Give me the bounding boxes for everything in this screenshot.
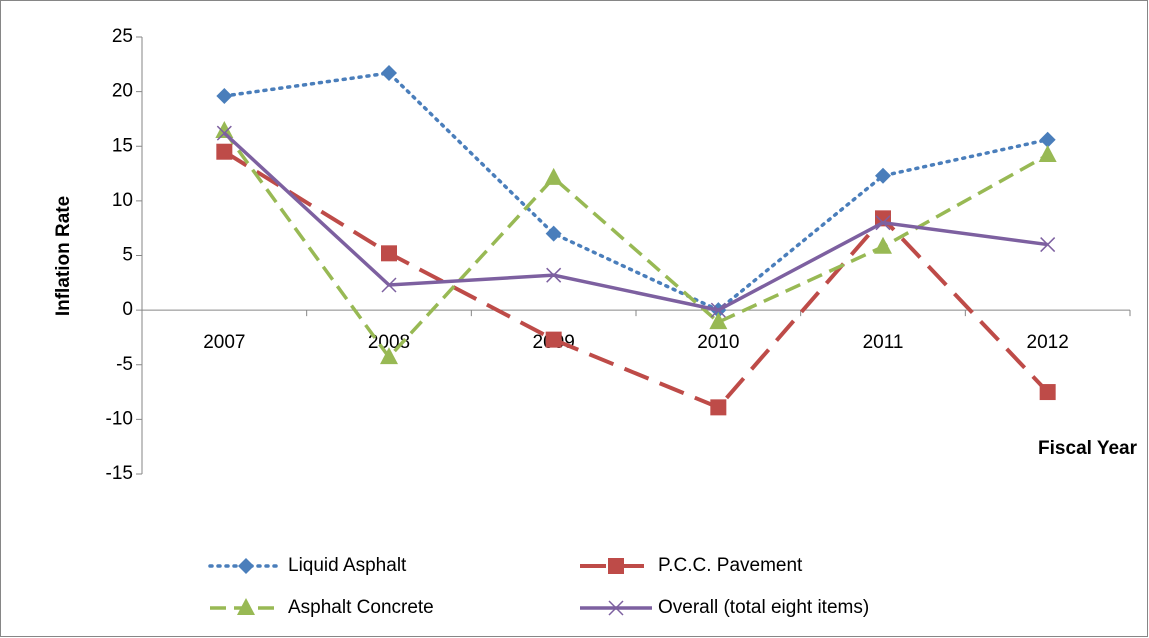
marker [216, 143, 233, 160]
legend-entry: Liquid Asphalt [208, 555, 407, 576]
y-tick-label: 20 [112, 81, 133, 102]
x-axis-label: Fiscal Year [1038, 438, 1138, 459]
legend-entry: P.C.C. Pavement [580, 555, 803, 576]
legend-entry: Overall (total eight items) [580, 597, 869, 618]
y-axis-label: Inflation Rate [53, 196, 74, 316]
legend-label: Liquid Asphalt [288, 555, 407, 576]
marker [238, 558, 254, 574]
marker [237, 598, 255, 615]
marker [1039, 384, 1056, 401]
y-tick-label: 10 [112, 190, 133, 211]
marker [216, 125, 232, 141]
legend-entry: Asphalt Concrete [210, 597, 434, 618]
series [215, 120, 1057, 365]
x-tick-label: 2012 [1027, 332, 1069, 353]
marker [875, 167, 891, 184]
y-tick-label: 15 [112, 135, 133, 156]
x-tick-label: 2007 [203, 332, 245, 353]
series [216, 125, 1056, 318]
line [223, 150, 1050, 410]
marker [545, 331, 562, 348]
marker [380, 347, 398, 365]
line [223, 131, 1048, 312]
marker [381, 245, 397, 262]
y-tick-label: 25 [112, 26, 133, 47]
marker [216, 87, 233, 104]
y-tick-label: -10 [106, 408, 133, 429]
marker [381, 277, 397, 293]
legend-label: P.C.C. Pavement [658, 555, 803, 576]
x-tick-label: 2010 [697, 332, 739, 353]
legend-label: Overall (total eight items) [658, 597, 869, 618]
line [222, 71, 1050, 313]
marker [874, 236, 892, 254]
marker [608, 600, 624, 616]
x-tick-label: 2011 [863, 332, 904, 353]
y-tick-label: 0 [122, 299, 133, 320]
y-tick-label: -5 [116, 354, 133, 375]
line [222, 129, 1049, 360]
marker [1038, 144, 1057, 162]
marker [546, 267, 562, 283]
marker [381, 65, 397, 82]
marker [608, 558, 624, 574]
legend-label: Asphalt Concrete [288, 597, 434, 618]
marker [710, 302, 726, 318]
marker [545, 225, 562, 242]
marker [875, 215, 891, 231]
marker [1040, 237, 1056, 253]
marker [710, 399, 727, 416]
marker [1039, 131, 1056, 148]
marker [215, 120, 234, 138]
y-tick-label: -15 [106, 463, 133, 484]
marker [544, 167, 563, 185]
y-tick-label: 5 [122, 245, 133, 266]
marker [709, 312, 728, 330]
